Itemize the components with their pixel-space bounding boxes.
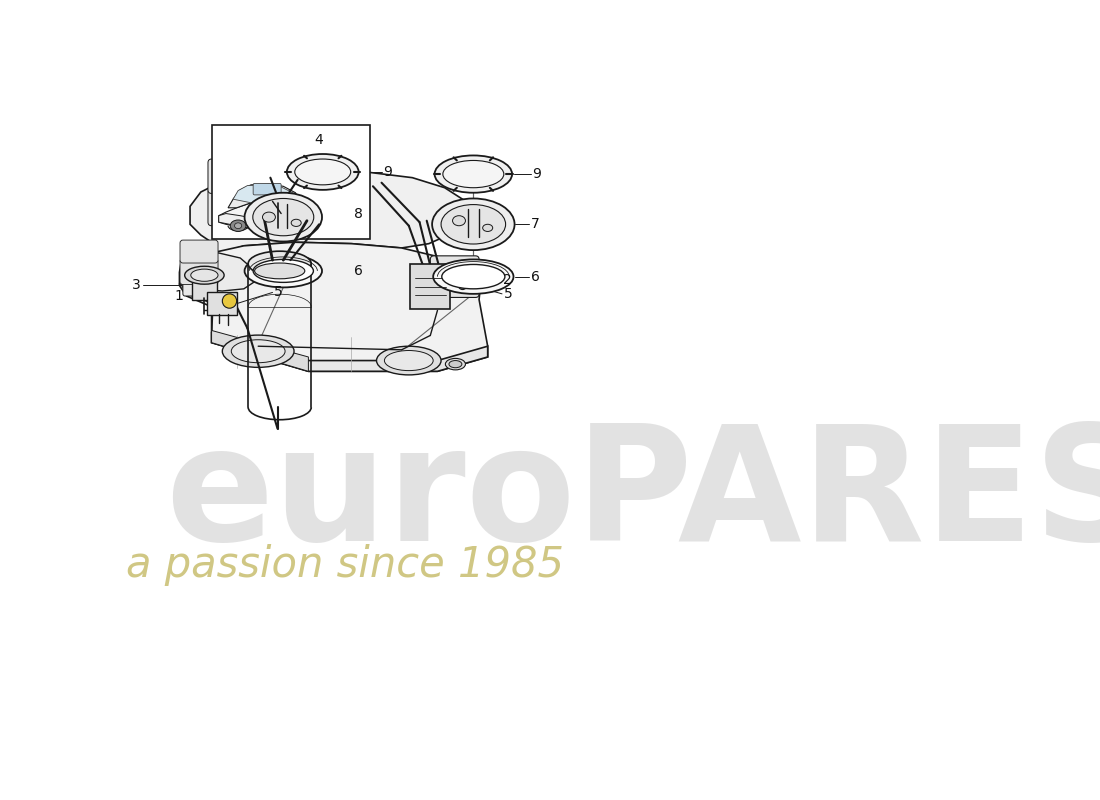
Text: 9: 9 bbox=[532, 167, 541, 181]
Ellipse shape bbox=[446, 358, 465, 370]
Text: 4: 4 bbox=[315, 134, 323, 147]
Text: 3: 3 bbox=[132, 278, 141, 292]
Polygon shape bbox=[190, 170, 470, 257]
Ellipse shape bbox=[483, 224, 493, 231]
Ellipse shape bbox=[443, 161, 504, 188]
Text: 1: 1 bbox=[175, 289, 184, 303]
Polygon shape bbox=[211, 332, 487, 371]
Text: 6: 6 bbox=[530, 270, 540, 284]
Text: 7: 7 bbox=[530, 218, 539, 231]
Text: a passion since 1985: a passion since 1985 bbox=[125, 544, 563, 586]
Ellipse shape bbox=[244, 193, 322, 242]
Ellipse shape bbox=[249, 251, 311, 276]
FancyBboxPatch shape bbox=[294, 175, 348, 211]
Ellipse shape bbox=[384, 350, 433, 370]
FancyBboxPatch shape bbox=[430, 256, 480, 298]
Ellipse shape bbox=[185, 266, 224, 284]
Ellipse shape bbox=[449, 361, 462, 368]
Polygon shape bbox=[180, 255, 216, 342]
Ellipse shape bbox=[222, 335, 294, 367]
Ellipse shape bbox=[434, 155, 513, 193]
FancyBboxPatch shape bbox=[180, 240, 218, 263]
Ellipse shape bbox=[295, 159, 351, 185]
FancyBboxPatch shape bbox=[192, 274, 217, 299]
Ellipse shape bbox=[253, 259, 313, 282]
Ellipse shape bbox=[254, 263, 305, 278]
Text: 2: 2 bbox=[504, 273, 513, 286]
FancyBboxPatch shape bbox=[294, 149, 348, 182]
Polygon shape bbox=[179, 242, 487, 371]
Polygon shape bbox=[219, 199, 310, 230]
FancyBboxPatch shape bbox=[212, 126, 370, 238]
Ellipse shape bbox=[230, 220, 246, 231]
Ellipse shape bbox=[432, 198, 515, 250]
FancyBboxPatch shape bbox=[253, 183, 282, 195]
Ellipse shape bbox=[282, 217, 297, 228]
Ellipse shape bbox=[231, 340, 285, 362]
Ellipse shape bbox=[253, 198, 313, 236]
Ellipse shape bbox=[433, 259, 514, 294]
Ellipse shape bbox=[244, 254, 322, 287]
Text: 5: 5 bbox=[274, 286, 283, 299]
FancyBboxPatch shape bbox=[208, 189, 262, 226]
FancyBboxPatch shape bbox=[208, 159, 262, 194]
FancyBboxPatch shape bbox=[180, 258, 218, 285]
Circle shape bbox=[459, 281, 466, 290]
Ellipse shape bbox=[190, 269, 218, 282]
Text: 9: 9 bbox=[383, 165, 392, 179]
Ellipse shape bbox=[376, 346, 441, 375]
FancyBboxPatch shape bbox=[410, 265, 450, 309]
Ellipse shape bbox=[287, 154, 359, 190]
Polygon shape bbox=[211, 330, 308, 371]
Text: 6: 6 bbox=[354, 264, 363, 278]
Text: 8: 8 bbox=[354, 206, 363, 221]
Polygon shape bbox=[228, 184, 300, 208]
FancyBboxPatch shape bbox=[207, 293, 236, 315]
Ellipse shape bbox=[292, 219, 301, 226]
Ellipse shape bbox=[441, 205, 506, 244]
Polygon shape bbox=[179, 253, 254, 291]
Polygon shape bbox=[219, 214, 271, 230]
Ellipse shape bbox=[442, 265, 505, 289]
Ellipse shape bbox=[234, 223, 242, 229]
Polygon shape bbox=[233, 185, 300, 202]
FancyBboxPatch shape bbox=[183, 273, 215, 296]
Text: euroPARES: euroPARES bbox=[165, 419, 1100, 574]
FancyBboxPatch shape bbox=[183, 257, 215, 277]
Ellipse shape bbox=[285, 219, 293, 225]
Circle shape bbox=[222, 294, 236, 308]
Ellipse shape bbox=[263, 212, 275, 222]
Text: 5: 5 bbox=[504, 287, 513, 301]
Ellipse shape bbox=[452, 216, 465, 226]
